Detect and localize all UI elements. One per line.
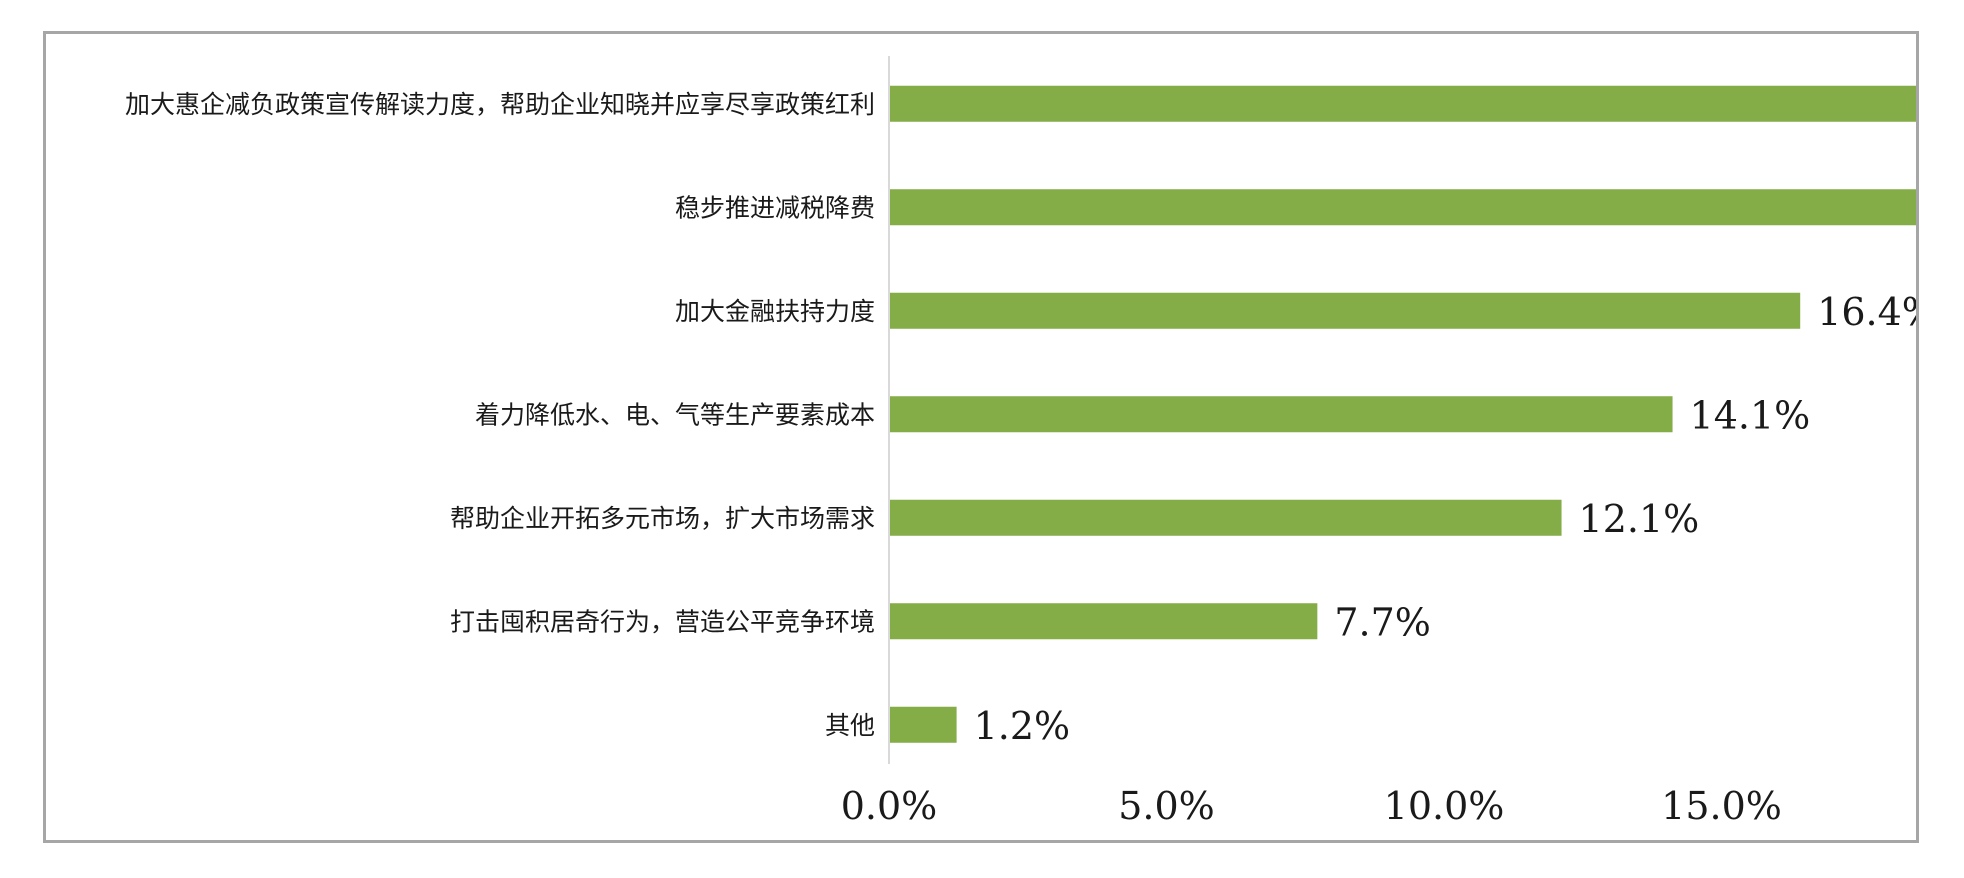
- x-tick-label-4: 15.0%: [1661, 784, 1782, 828]
- data-label-4: 14.1%: [1690, 393, 1811, 437]
- x-tick-label-3: 10.0%: [1384, 784, 1505, 828]
- category-label-7: 其他: [825, 711, 875, 740]
- x-tick-labels: 0.0%5.0%10.0%15.0%20.0%25.0%30.0%: [841, 784, 1782, 828]
- bar-2: [890, 189, 1916, 226]
- data-label-7: 1.2%: [974, 704, 1071, 748]
- chart-frame: 加大惠企减负政策宣传解读力度，帮助企业知晓并应享尽享政策红利稳步推进减税降费 加大…: [43, 31, 1919, 843]
- category-label-5: 帮助企业开拓多元市场，扩大市场需求: [450, 504, 875, 533]
- bar-6: [890, 603, 1318, 640]
- x-tick-label-1: 0.0%: [841, 784, 938, 828]
- category-labels: 加大惠企减负政策宣传解读力度，帮助企业知晓并应享尽享政策红利稳步推进减税降费加大…: [125, 90, 875, 740]
- category-label-1: 加大惠企减负政策宣传解读力度，帮助企业知晓并应享尽享政策红利: [125, 90, 875, 119]
- category-label-6: 打击囤积居奇行为，营造公平竞争环境: [450, 607, 875, 636]
- bar-chart: 加大惠企减负政策宣传解读力度，帮助企业知晓并应享尽享政策红利稳步推进减税降费加大…: [125, 56, 1916, 828]
- category-label-3: 加大金融扶持力度: [675, 297, 875, 326]
- bar-3: [890, 292, 1801, 329]
- category-label-2: 稳步推进减税降费: [675, 193, 875, 222]
- data-label-6: 7.7%: [1334, 600, 1431, 644]
- bars-layer: [890, 85, 1916, 743]
- bar-7: [890, 706, 957, 743]
- data-label-3: 16.4%: [1817, 290, 1916, 334]
- data-labels: 25.4%23.1%16.4%14.1%12.1%7.7%1.2%: [974, 290, 1916, 748]
- category-label-4: 着力降低水、电、气等生产要素成本: [475, 400, 875, 429]
- bar-1: [890, 85, 1916, 122]
- x-tick-label-2: 5.0%: [1118, 784, 1215, 828]
- bar-4: [890, 396, 1673, 433]
- data-label-5: 12.1%: [1579, 497, 1700, 541]
- bar-5: [890, 499, 1562, 536]
